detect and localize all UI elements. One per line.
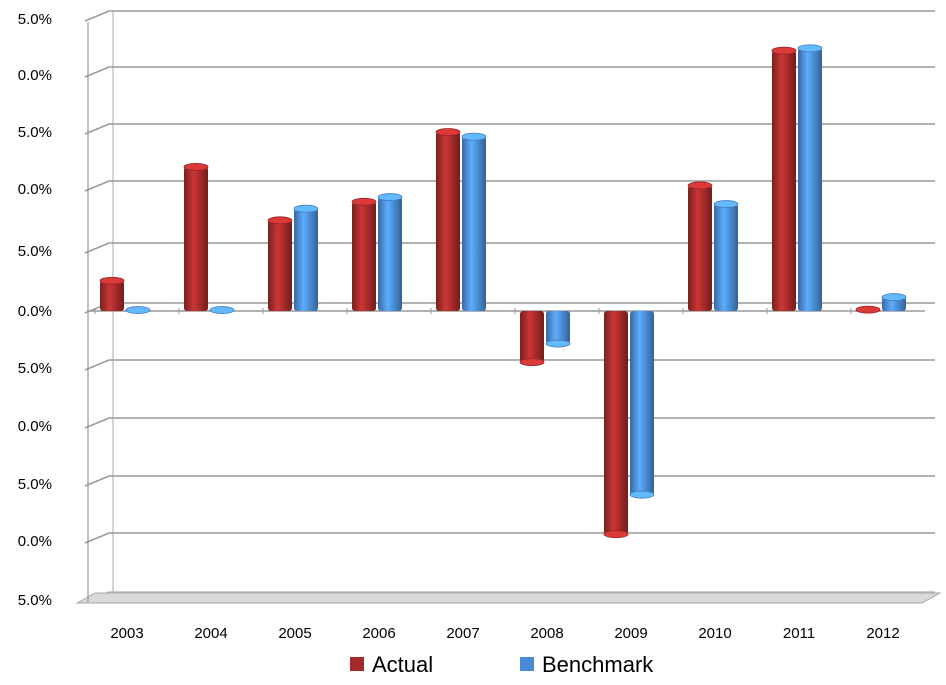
bar-actual-2007	[435, 128, 461, 311]
y-tick-label: 5.0%	[18, 243, 52, 260]
x-tick-label: 2004	[194, 625, 227, 642]
gridline	[84, 242, 935, 254]
bar-actual-2006	[351, 197, 377, 311]
gridline	[84, 532, 935, 544]
gridlines	[75, 10, 942, 604]
bar-actual-2004	[183, 162, 209, 311]
x-tick-label: 2012	[866, 625, 899, 642]
gridline	[84, 123, 935, 135]
y-tick-label: 0.0%	[18, 418, 52, 435]
x-tick-label: 2009	[614, 625, 647, 642]
gridline	[84, 180, 935, 192]
x-tick-label: 2011	[783, 625, 815, 642]
legend-label-benchmark: Benchmark	[542, 652, 654, 677]
bar-benchmark-2005	[293, 204, 319, 311]
y-tick-label: 5.0%	[18, 360, 52, 377]
bar-benchmark-2011	[797, 44, 823, 312]
bar-benchmark-2008	[545, 311, 571, 348]
y-tick-label: 0.0%	[18, 533, 52, 550]
x-tick-label: 2005	[278, 625, 311, 642]
bar-actual-2005	[267, 216, 293, 311]
bar-actual-2003	[99, 276, 125, 311]
bar-benchmark-2004	[209, 306, 235, 314]
bar-benchmark-2007	[461, 132, 487, 311]
legend: Actual Benchmark	[350, 652, 654, 677]
y-tick-label: 5.0%	[18, 592, 52, 609]
legend-label-actual: Actual	[372, 652, 433, 677]
x-axis: 2003 2004 2005 2006 2007 2008 2009 2010 2011 2012	[110, 625, 899, 642]
bar-actual-2008	[519, 311, 545, 367]
legend-swatch-benchmark	[520, 657, 534, 671]
gridline	[84, 475, 935, 487]
bar-actual-2011	[771, 46, 797, 311]
gridline	[84, 359, 935, 371]
x-tick-label: 2008	[530, 625, 563, 642]
bar-actual-2010	[687, 181, 713, 311]
x-tick-label: 2006	[362, 625, 395, 642]
x-tick-label: 2010	[698, 625, 731, 642]
bar-benchmark-2010	[713, 200, 739, 311]
bar-benchmark-2003	[125, 306, 151, 314]
x-tick-label: 2007	[446, 625, 479, 642]
gridline	[84, 417, 935, 429]
bar-benchmark-2006	[377, 193, 403, 311]
gridline	[84, 10, 935, 22]
y-tick-label: 0.0%	[18, 67, 52, 84]
bars	[99, 44, 907, 539]
y-tick-label: 0.0%	[18, 303, 52, 320]
gridline	[84, 66, 935, 78]
y-axis: 5.0% 0.0% 5.0% 0.0% 5.0% 0.0% 5.0% 0.0% 5.0% 0.0%…	[18, 11, 89, 609]
y-tick-label: 0.0%	[18, 181, 52, 198]
bar-benchmark-2012	[881, 293, 907, 311]
bar-benchmark-2009	[629, 311, 655, 499]
chart-floor	[75, 592, 942, 604]
bar-actual-2009	[603, 311, 629, 539]
y-tick-label: 5.0%	[18, 11, 52, 28]
x-tick-label: 2003	[110, 625, 143, 642]
legend-swatch-actual	[350, 657, 364, 671]
y-tick-label: 5.0%	[18, 476, 52, 493]
bar-actual-2012	[855, 305, 881, 314]
y-tick-label: 5.0%	[18, 124, 52, 141]
